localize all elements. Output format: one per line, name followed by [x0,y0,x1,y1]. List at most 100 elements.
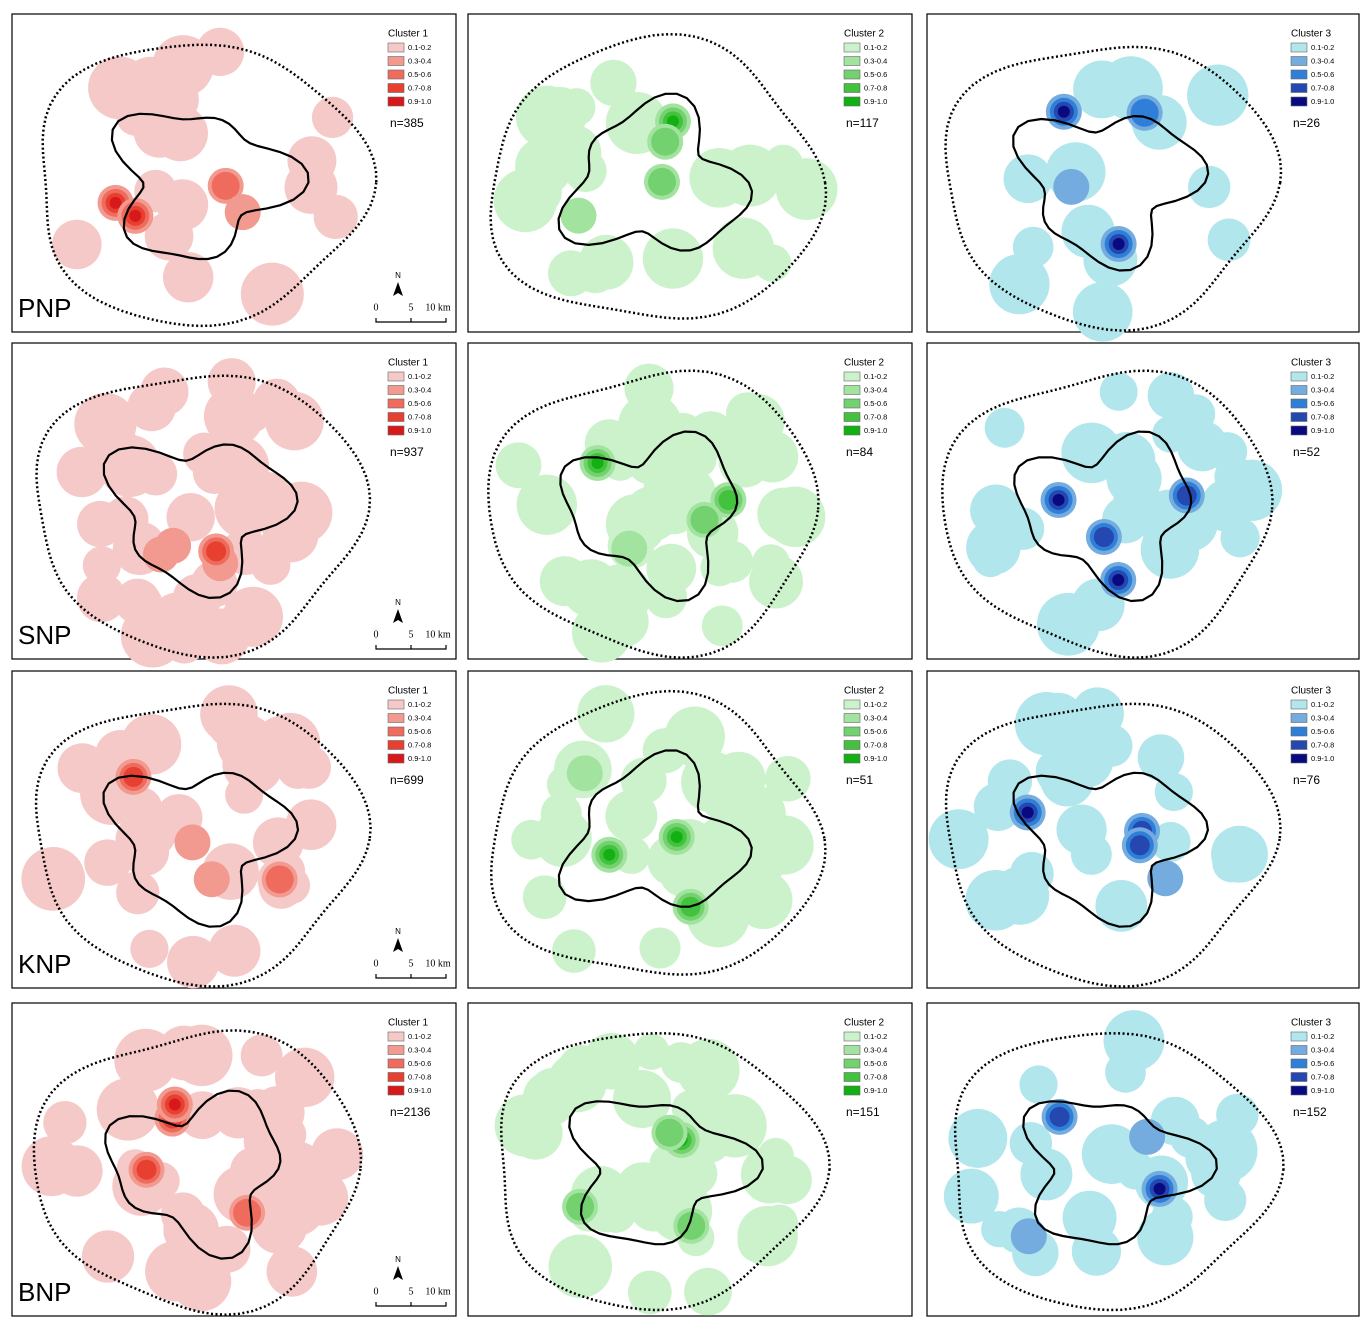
density-blob [1152,415,1190,453]
legend-label: 0.1-0.2 [864,372,887,381]
park-boundary [102,443,299,599]
north-label: N [395,598,401,607]
legend-label: 0.1-0.2 [1311,372,1334,381]
density-blob [193,608,250,665]
legend-swatch [843,69,861,80]
legend-swatch [1290,753,1308,764]
hotspot [647,167,676,196]
legend-title: Cluster 3 [1291,1018,1331,1029]
density-blob [1072,282,1133,342]
hotspot [560,197,597,234]
legend-label: 0.5-0.6 [408,727,431,736]
legend-swatch [387,385,405,395]
legend-label: 0.9-1.0 [408,426,431,435]
legend-label: 0.1-0.2 [408,700,431,709]
map-panel: Cluster 1 0.1-0.2 0.3-0.4 0.5-0.6 0.7-0.8 0.9… [11,342,457,668]
legend-swatch [1290,1072,1308,1082]
scale-label: 5 [409,1286,414,1297]
density-blob [21,847,86,911]
park-boundary [559,430,739,603]
legend-label: 0.3-0.4 [864,713,887,722]
sample-count: n=76 [1293,773,1320,787]
map-panel: Cluster 1 0.1-0.2 0.3-0.4 0.5-0.6 0.7-0.8 0.9… [11,1002,457,1317]
hotspot [206,541,227,562]
legend-label: 0.1-0.2 [864,1032,887,1041]
density-blob [508,1105,563,1160]
legend-label: 0.3-0.4 [408,713,431,722]
legend-label: 0.1-0.2 [1311,700,1334,709]
density-blob [718,435,771,488]
density-blob [1220,518,1260,558]
scale-bar [375,974,447,979]
density-blob [948,1108,1008,1168]
density-blob [522,875,567,920]
density-blob [240,1034,283,1077]
hotspot [666,115,679,128]
scale-label: 0 [374,958,379,969]
density-blob [495,442,542,489]
buffer-boundary [941,369,1274,659]
density-blob [943,1168,999,1224]
park-boundary [1012,771,1209,928]
legend-swatch [1290,412,1308,422]
hotspot [1093,526,1114,547]
density-blob [1035,747,1083,796]
legend-label: 0.3-0.4 [408,1045,431,1054]
hotspot [265,865,294,894]
hotspot [718,490,739,511]
density-blob [311,96,354,139]
density-blob [1090,724,1133,767]
density-blob [127,382,176,432]
density-blob [1207,218,1251,262]
legend-title: Cluster 3 [1291,686,1331,697]
hotspot [690,505,719,534]
hotspot [1010,1218,1047,1255]
density-blob [1099,372,1138,411]
density-blob [627,1270,672,1315]
legend-swatch [387,425,405,436]
hotspot [655,1118,684,1147]
hotspot [168,1098,181,1111]
legend-label: 0.9-1.0 [1311,1086,1334,1095]
legend-label: 0.1-0.2 [1311,43,1334,52]
scale-label: 0 [374,1286,379,1297]
buffer-boundary [41,43,378,328]
density-blob [225,775,264,814]
legend-label: 0.5-0.6 [1311,399,1334,408]
density-blob [152,35,214,97]
hotspot [129,209,142,222]
density-blob [1204,1178,1247,1222]
buffer-boundary [35,374,372,659]
density-blob [1220,459,1283,521]
scale-label: 0 [374,302,379,313]
buffer-boundary [953,1032,1285,1312]
map-panel: Cluster 3 0.1-0.2 0.3-0.4 0.5-0.6 0.7-0.8 0.9… [926,342,1360,660]
legend-swatch [843,753,861,764]
legend-swatch [843,1031,861,1042]
buffer-boundary [489,689,827,976]
density-blob [725,392,769,436]
scale-bar [375,1302,447,1307]
legend-swatch [1290,1031,1308,1042]
density-blob [763,1155,812,1205]
density-blob [639,927,681,969]
density-blob [82,546,121,585]
legend-swatch [1290,1058,1308,1069]
legend-swatch [387,42,405,53]
legend-label: 0.5-0.6 [408,399,431,408]
legend-swatch [387,1045,405,1055]
density-blob [1070,833,1112,875]
map-panel: Cluster 3 0.1-0.2 0.3-0.4 0.5-0.6 0.7-0.8 0.9… [926,13,1360,342]
legend-swatch [1290,425,1308,436]
north-arrow [393,282,403,296]
hotspot [1057,105,1070,118]
density-blob [595,1191,637,1233]
sample-count: n=84 [846,445,873,459]
scale-label: 10 km [425,958,451,969]
legend-swatch [1290,740,1308,750]
north-arrow [393,1266,403,1280]
legend-swatch [1290,713,1308,723]
legend-label: 0.3-0.4 [1311,1045,1334,1054]
density-blob [1012,226,1054,268]
